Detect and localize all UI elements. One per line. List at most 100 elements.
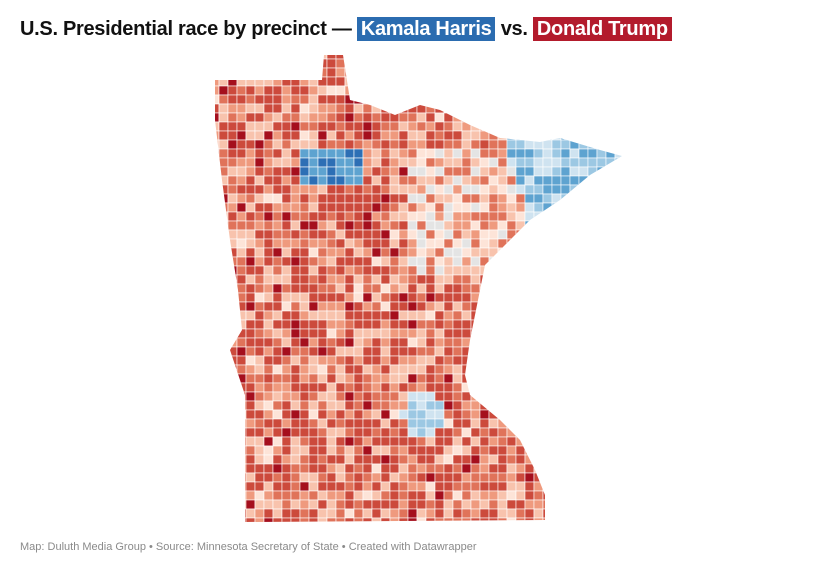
precinct[interactable] — [506, 499, 517, 510]
precinct[interactable] — [624, 158, 633, 167]
precinct[interactable] — [434, 211, 445, 222]
precinct[interactable] — [317, 517, 328, 527]
precinct[interactable] — [281, 283, 292, 294]
precinct[interactable] — [425, 94, 436, 105]
precinct[interactable] — [416, 463, 427, 474]
precinct[interactable] — [362, 139, 373, 150]
precinct[interactable] — [326, 238, 337, 249]
precinct[interactable] — [353, 319, 364, 330]
precinct[interactable] — [443, 490, 454, 501]
precinct[interactable] — [560, 58, 571, 69]
precinct[interactable] — [389, 499, 400, 510]
precinct[interactable] — [308, 499, 319, 510]
precinct[interactable] — [353, 220, 364, 231]
precinct[interactable] — [551, 184, 562, 195]
precinct[interactable] — [236, 373, 247, 384]
precinct[interactable] — [290, 310, 301, 321]
precinct[interactable] — [344, 229, 355, 240]
precinct[interactable] — [533, 409, 544, 420]
precinct[interactable] — [524, 220, 535, 231]
precinct[interactable] — [263, 499, 274, 510]
precinct[interactable] — [497, 364, 508, 375]
precinct[interactable] — [587, 409, 598, 420]
precinct[interactable] — [335, 301, 346, 312]
precinct[interactable] — [624, 491, 633, 500]
precinct[interactable] — [263, 445, 274, 456]
precinct[interactable] — [218, 490, 229, 501]
precinct[interactable] — [254, 58, 265, 69]
precinct[interactable] — [569, 301, 580, 312]
precinct[interactable] — [263, 58, 274, 69]
precinct[interactable] — [371, 319, 382, 330]
precinct[interactable] — [344, 337, 355, 348]
precinct[interactable] — [344, 517, 355, 527]
precinct[interactable] — [416, 220, 427, 231]
precinct[interactable] — [380, 382, 391, 393]
precinct[interactable] — [335, 454, 346, 465]
precinct[interactable] — [488, 292, 499, 303]
precinct[interactable] — [596, 202, 607, 213]
precinct[interactable] — [587, 166, 598, 177]
precinct[interactable] — [470, 229, 481, 240]
precinct[interactable] — [587, 247, 598, 258]
precinct[interactable] — [254, 85, 265, 96]
precinct[interactable] — [407, 418, 418, 429]
precinct[interactable] — [533, 490, 544, 501]
precinct[interactable] — [281, 121, 292, 132]
precinct[interactable] — [254, 112, 265, 123]
precinct[interactable] — [218, 166, 229, 177]
precinct[interactable] — [425, 391, 436, 402]
precinct[interactable] — [227, 112, 238, 123]
precinct[interactable] — [551, 292, 562, 303]
precinct[interactable] — [281, 76, 292, 87]
precinct[interactable] — [434, 202, 445, 213]
precinct[interactable] — [461, 220, 472, 231]
precinct[interactable] — [210, 301, 220, 312]
precinct[interactable] — [326, 265, 337, 276]
precinct[interactable] — [443, 409, 454, 420]
precinct[interactable] — [488, 490, 499, 501]
precinct[interactable] — [578, 400, 589, 411]
precinct[interactable] — [245, 418, 256, 429]
precinct[interactable] — [245, 67, 256, 78]
precinct[interactable] — [335, 346, 346, 357]
precinct[interactable] — [254, 364, 265, 375]
precinct[interactable] — [560, 463, 571, 474]
precinct[interactable] — [605, 346, 616, 357]
precinct[interactable] — [533, 220, 544, 231]
precinct[interactable] — [371, 364, 382, 375]
precinct[interactable] — [353, 382, 364, 393]
precinct[interactable] — [551, 202, 562, 213]
precinct[interactable] — [587, 229, 598, 240]
precinct[interactable] — [317, 139, 328, 150]
precinct[interactable] — [479, 130, 490, 141]
precinct[interactable] — [569, 472, 580, 483]
precinct[interactable] — [272, 301, 283, 312]
precinct[interactable] — [560, 373, 571, 384]
precinct[interactable] — [290, 499, 301, 510]
precinct[interactable] — [254, 130, 265, 141]
precinct[interactable] — [317, 337, 328, 348]
precinct[interactable] — [624, 59, 633, 68]
precinct[interactable] — [317, 229, 328, 240]
precinct[interactable] — [335, 373, 346, 384]
precinct[interactable] — [245, 157, 256, 168]
precinct[interactable] — [560, 247, 571, 258]
precinct[interactable] — [263, 364, 274, 375]
precinct[interactable] — [245, 328, 256, 339]
precinct[interactable] — [515, 319, 526, 330]
precinct[interactable] — [542, 517, 553, 527]
precinct[interactable] — [218, 139, 229, 150]
precinct[interactable] — [308, 274, 319, 285]
precinct[interactable] — [506, 436, 517, 447]
precinct[interactable] — [218, 76, 229, 87]
precinct[interactable] — [569, 454, 580, 465]
precinct[interactable] — [605, 157, 616, 168]
precinct[interactable] — [254, 445, 265, 456]
precinct[interactable] — [362, 112, 373, 123]
precinct[interactable] — [425, 400, 436, 411]
precinct[interactable] — [425, 229, 436, 240]
precinct[interactable] — [479, 121, 490, 132]
precinct[interactable] — [236, 76, 247, 87]
precinct[interactable] — [227, 427, 238, 438]
